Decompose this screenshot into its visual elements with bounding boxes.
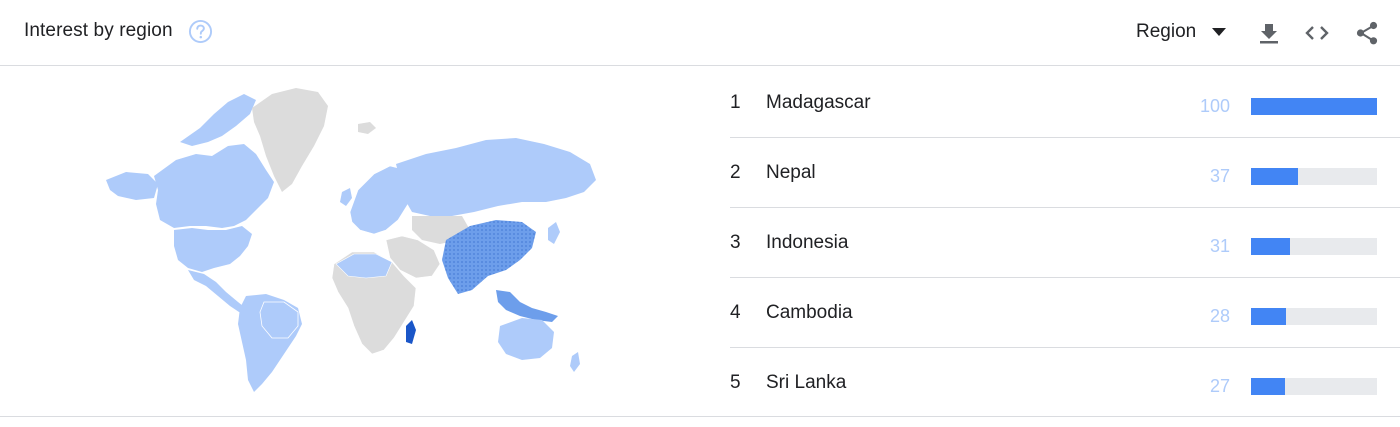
ranking-row[interactable]: 3 Indonesia 31 xyxy=(730,208,1400,278)
region-australia[interactable] xyxy=(498,318,554,360)
ranking-bar-track xyxy=(1251,378,1377,395)
region-china-south-asia[interactable] xyxy=(442,220,536,294)
ranking-rank: 5 xyxy=(730,372,741,393)
ranking-bar-fill xyxy=(1251,98,1377,115)
region-alaska[interactable] xyxy=(106,172,158,200)
ranking-row[interactable]: 4 Cambodia 28 xyxy=(730,278,1400,348)
caret-down-icon xyxy=(1212,28,1227,36)
embed-code-icon[interactable] xyxy=(1304,20,1330,46)
download-icon[interactable] xyxy=(1256,20,1282,46)
ranking-value: 37 xyxy=(1209,166,1230,186)
ranking-name[interactable]: Indonesia xyxy=(766,232,849,253)
ranking-value: 31 xyxy=(1209,236,1230,256)
ranking-rank: 4 xyxy=(730,302,741,323)
help-icon[interactable] xyxy=(188,19,213,44)
card-title: Interest by region xyxy=(24,20,173,41)
ranking-bar-fill xyxy=(1251,168,1298,185)
ranking-bar-track xyxy=(1251,98,1377,115)
share-icon[interactable] xyxy=(1354,20,1380,46)
ranking-row[interactable]: 5 Sri Lanka 27 xyxy=(730,348,1400,418)
region-japan[interactable] xyxy=(548,222,560,244)
region-usa[interactable] xyxy=(174,226,252,272)
bottom-divider xyxy=(0,416,1400,417)
region-madagascar[interactable] xyxy=(406,320,416,344)
ranking-row[interactable]: 1 Madagascar 100 xyxy=(730,68,1400,138)
ranking-bar-fill xyxy=(1251,238,1291,255)
region-new-zealand[interactable] xyxy=(570,352,580,372)
ranking-bar-track xyxy=(1251,308,1377,325)
ranking-bar-fill xyxy=(1251,308,1287,325)
ranking-bar-track xyxy=(1251,238,1377,255)
region-north-africa[interactable] xyxy=(335,253,393,279)
ranking-rank: 2 xyxy=(730,162,741,183)
region-canada[interactable] xyxy=(154,144,274,228)
world-map[interactable] xyxy=(96,80,616,400)
ranking-name[interactable]: Cambodia xyxy=(766,302,853,323)
region-iceland[interactable] xyxy=(358,122,376,134)
ranking-name[interactable]: Nepal xyxy=(766,162,816,183)
ranking-bar-fill xyxy=(1251,378,1286,395)
ranking-bar-track xyxy=(1251,168,1377,185)
ranking-name[interactable]: Madagascar xyxy=(766,92,871,113)
region-middle-east[interactable] xyxy=(385,235,441,279)
region-dropdown[interactable]: Region xyxy=(1130,16,1227,48)
region-brazil[interactable] xyxy=(259,301,299,339)
card-header: Interest by region Region xyxy=(0,0,1400,66)
ranking-value: 27 xyxy=(1209,376,1230,396)
ranking-rank: 3 xyxy=(730,232,741,253)
ranking-value: 100 xyxy=(1199,96,1230,116)
region-uk[interactable] xyxy=(340,188,352,206)
region-mexico[interactable] xyxy=(188,270,248,314)
region-dropdown-label: Region xyxy=(1136,21,1197,42)
ranking-value: 28 xyxy=(1209,306,1230,326)
region-greenland[interactable] xyxy=(252,88,328,192)
region-russia[interactable] xyxy=(396,138,596,216)
ranking-row[interactable]: 2 Nepal 37 xyxy=(730,138,1400,208)
ranking-name[interactable]: Sri Lanka xyxy=(766,372,847,393)
region-canadian-arctic[interactable] xyxy=(180,94,256,146)
region-southeast-asia[interactable] xyxy=(496,290,558,322)
ranking-rank: 1 xyxy=(730,92,741,113)
region-ranking-list: 1 Madagascar 100 2 Nepal 37 3 Indonesia … xyxy=(730,68,1400,418)
